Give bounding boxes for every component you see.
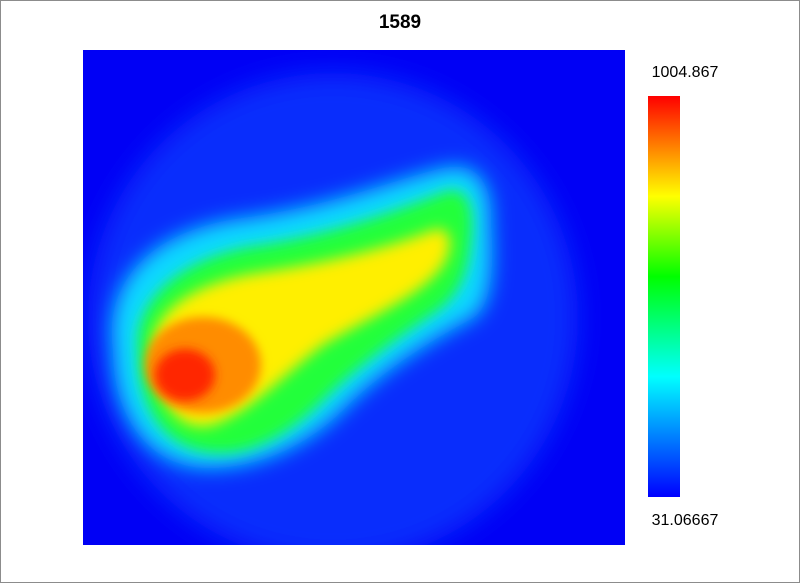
heatmap-plot-area xyxy=(83,50,625,545)
colorbar-min-label: 31.06667 xyxy=(651,512,719,529)
colorbar-gradient xyxy=(648,96,680,497)
heatmap-core-red xyxy=(155,349,215,401)
colorbar xyxy=(648,96,680,497)
colorbar-max-label: 1004.867 xyxy=(651,64,719,81)
chart-title: 1589 xyxy=(378,12,422,33)
